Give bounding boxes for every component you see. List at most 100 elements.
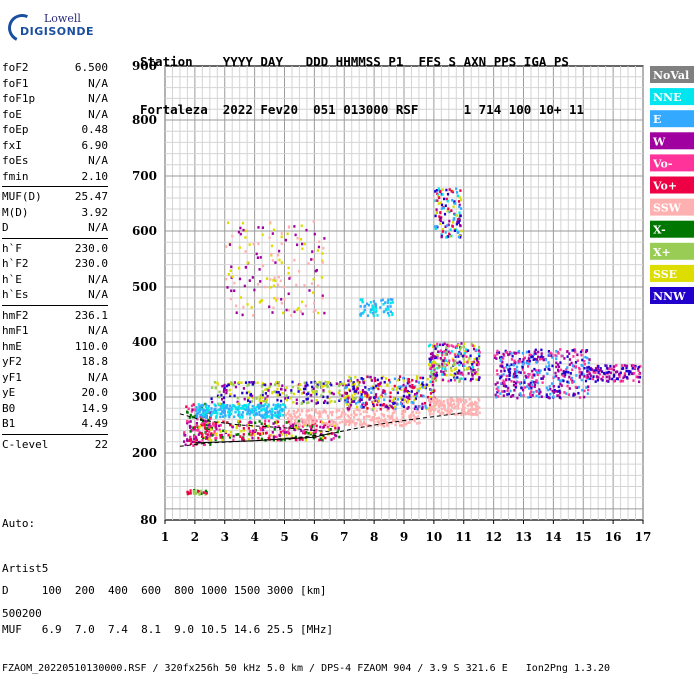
echo-point	[321, 410, 324, 414]
param-row: fxI 6.90	[2, 138, 108, 154]
echo-point	[429, 407, 432, 410]
x-tick-label: 13	[515, 530, 532, 544]
echo-point	[337, 384, 341, 388]
echo-point	[584, 350, 588, 354]
echo-point	[361, 389, 364, 392]
echo-point	[578, 374, 581, 377]
echo-point	[193, 440, 196, 444]
echo-point	[407, 398, 410, 401]
echo-point	[536, 381, 539, 385]
echo-point	[400, 412, 403, 416]
echo-point	[200, 404, 203, 407]
echo-point	[214, 424, 218, 428]
echo-point	[608, 377, 611, 381]
echo-point	[564, 373, 567, 376]
echo-point	[439, 401, 442, 405]
echo-point	[608, 367, 611, 370]
echo-point	[448, 210, 451, 214]
echo-point	[218, 395, 221, 399]
echo-point	[505, 378, 508, 382]
echo-point	[318, 240, 321, 244]
echo-point	[265, 431, 268, 435]
echo-point	[507, 392, 510, 396]
echo-point	[532, 380, 536, 384]
param-row: B1 4.49	[2, 416, 108, 432]
echo-point	[443, 212, 447, 216]
echo-point	[235, 426, 238, 430]
echo-point	[437, 187, 440, 191]
echo-point	[308, 414, 311, 417]
echo-point	[440, 370, 443, 373]
echo-point	[558, 389, 561, 393]
echo-point	[599, 367, 602, 370]
echo-point	[580, 378, 583, 382]
echo-point	[371, 418, 374, 422]
echo-point	[348, 423, 351, 427]
echo-point	[300, 409, 303, 413]
echo-point	[386, 305, 389, 308]
echo-point	[449, 373, 452, 377]
echo-point	[347, 379, 350, 383]
chart-data-points	[183, 187, 642, 496]
echo-point	[469, 354, 472, 358]
echo-point	[429, 352, 433, 356]
echo-point	[194, 416, 198, 419]
echo-point	[465, 348, 468, 351]
echo-point	[285, 421, 288, 424]
param-label: MUF(D)	[2, 190, 42, 203]
echo-point	[437, 366, 440, 369]
echo-point	[312, 435, 315, 438]
echo-point	[403, 390, 406, 393]
echo-point	[384, 301, 387, 304]
param-value: 25.47	[74, 190, 108, 203]
echo-point	[475, 378, 478, 381]
echo-point	[262, 432, 265, 435]
echo-point	[438, 350, 441, 354]
echo-point	[570, 361, 573, 365]
echo-point	[402, 376, 405, 380]
echo-point	[403, 424, 406, 427]
echo-point	[462, 345, 466, 349]
param-separator	[2, 186, 108, 187]
echo-point	[351, 383, 354, 387]
echo-point	[321, 438, 324, 442]
echo-point	[452, 205, 455, 208]
echo-point	[476, 358, 479, 362]
echo-point	[264, 419, 267, 423]
echo-point	[255, 252, 258, 256]
echo-point	[374, 395, 377, 398]
echo-point	[514, 368, 517, 372]
echo-point	[352, 381, 355, 384]
echo-point	[290, 434, 293, 438]
echo-point	[213, 403, 216, 406]
echo-point	[531, 393, 534, 397]
echo-point	[295, 283, 298, 287]
echo-point	[477, 352, 480, 356]
echo-point	[601, 375, 605, 379]
echo-point	[313, 416, 316, 419]
echo-point	[499, 392, 502, 395]
echo-point	[207, 422, 210, 425]
echo-point	[347, 409, 350, 413]
echo-point	[517, 370, 520, 374]
echo-point	[555, 354, 558, 358]
echo-point	[330, 399, 333, 403]
echo-point	[219, 415, 222, 419]
echo-point	[464, 377, 467, 381]
echo-point	[232, 383, 235, 387]
echo-point	[266, 395, 269, 398]
echo-point	[550, 382, 554, 385]
echo-point	[223, 404, 226, 407]
echo-point	[315, 424, 318, 428]
echo-point	[226, 384, 229, 388]
echo-point	[441, 362, 444, 366]
echo-point	[284, 405, 287, 409]
echo-point	[277, 410, 280, 414]
echo-point	[440, 407, 443, 411]
echo-point	[188, 420, 191, 424]
echo-point	[521, 360, 524, 364]
echo-point	[283, 438, 286, 442]
echo-point	[457, 235, 460, 239]
echo-point	[426, 395, 430, 399]
echo-point	[448, 188, 451, 191]
